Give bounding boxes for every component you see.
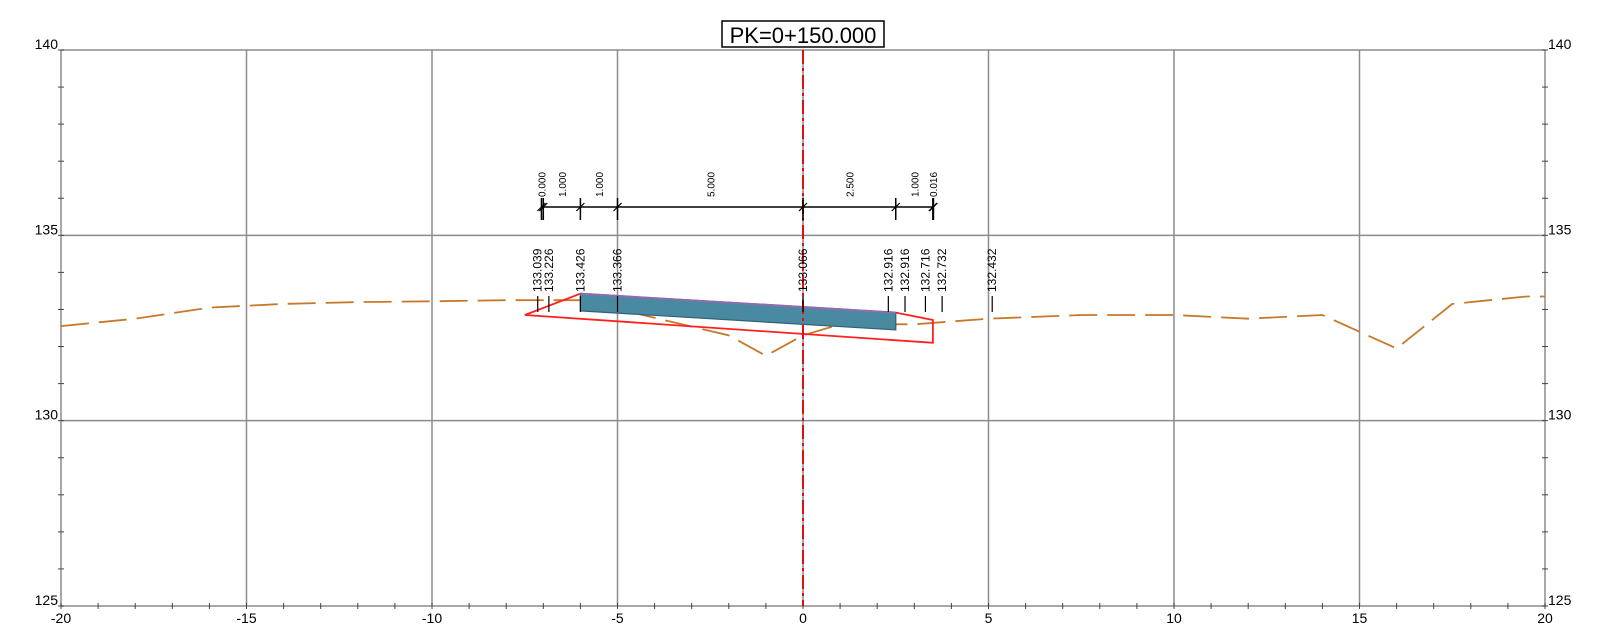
x-tick-label: 5 xyxy=(985,610,993,626)
y-tick-label-left: 125 xyxy=(35,592,59,608)
x-tick-label: -15 xyxy=(236,610,256,626)
title-frame xyxy=(721,20,885,48)
x-tick-label: 20 xyxy=(1537,610,1553,626)
terrain-line xyxy=(60,295,1545,357)
y-tick-label-left: 135 xyxy=(35,221,59,237)
y-tick-label-left: 130 xyxy=(35,407,59,423)
elevation-label: 133.226 xyxy=(542,248,556,292)
dimension-tick xyxy=(798,202,808,212)
x-tick-label: -10 xyxy=(422,610,442,626)
elevation-label: 133.039 xyxy=(531,248,545,292)
dimension-tick xyxy=(929,202,938,212)
road-section xyxy=(524,292,934,344)
dimension-tick xyxy=(575,202,585,212)
pavement-surface xyxy=(580,292,896,314)
y-tick-label-left: 140 xyxy=(35,36,59,52)
y-tick-label-right: 130 xyxy=(1548,407,1572,423)
y-tick-label-right: 125 xyxy=(1548,592,1572,608)
elevation-label: 132.432 xyxy=(985,248,999,292)
dimension-label: 5.000 xyxy=(706,172,717,197)
dimension-label: 2.500 xyxy=(845,172,856,197)
elevation-label: 133.366 xyxy=(611,248,625,292)
dimension-label: 1.000 xyxy=(595,172,606,197)
dimension-label: 1.000 xyxy=(558,172,569,197)
elevation-label: 132.716 xyxy=(918,248,932,292)
x-tick-label: 15 xyxy=(1352,610,1368,626)
dimension-tick xyxy=(613,202,622,212)
elevation-label: 133.426 xyxy=(573,248,587,292)
y-tick-label-right: 140 xyxy=(1548,36,1572,52)
tick-labels: -20 -15 -10 -5 0 5 10 15 20 125 125 130 130 135 135 140… xyxy=(35,36,1572,626)
section-title: PK=0+150.000 xyxy=(730,23,877,48)
dimension-tick xyxy=(537,202,546,212)
x-tick-label: -5 xyxy=(611,610,624,626)
elevation-label: 132.916 xyxy=(898,248,912,292)
dimension-label: 0.016 xyxy=(929,172,940,197)
x-tick-label: -20 xyxy=(51,610,71,626)
y-tick-label-right: 135 xyxy=(1548,221,1572,237)
x-tick-label: 10 xyxy=(1166,610,1182,626)
dimension-label: 1.000 xyxy=(910,172,921,197)
dimension-tick xyxy=(538,202,548,212)
elevation-label: 133.066 xyxy=(796,248,810,292)
subgrade-outline xyxy=(524,292,934,344)
elevation-label: 132.916 xyxy=(881,248,895,292)
title-box: PK=0+150.000 xyxy=(721,20,885,48)
dimension-chain: 0.000 1.000 1.000 5.000 2.500 1.000 0.016 xyxy=(537,172,940,220)
pavement-layer xyxy=(579,293,897,331)
x-tick-label: 0 xyxy=(799,610,807,626)
elevation-label: 132.732 xyxy=(935,248,949,292)
dimension-label: 0.000 xyxy=(537,172,548,197)
terrain-profile xyxy=(60,295,1545,357)
dimension-tick xyxy=(891,202,901,212)
